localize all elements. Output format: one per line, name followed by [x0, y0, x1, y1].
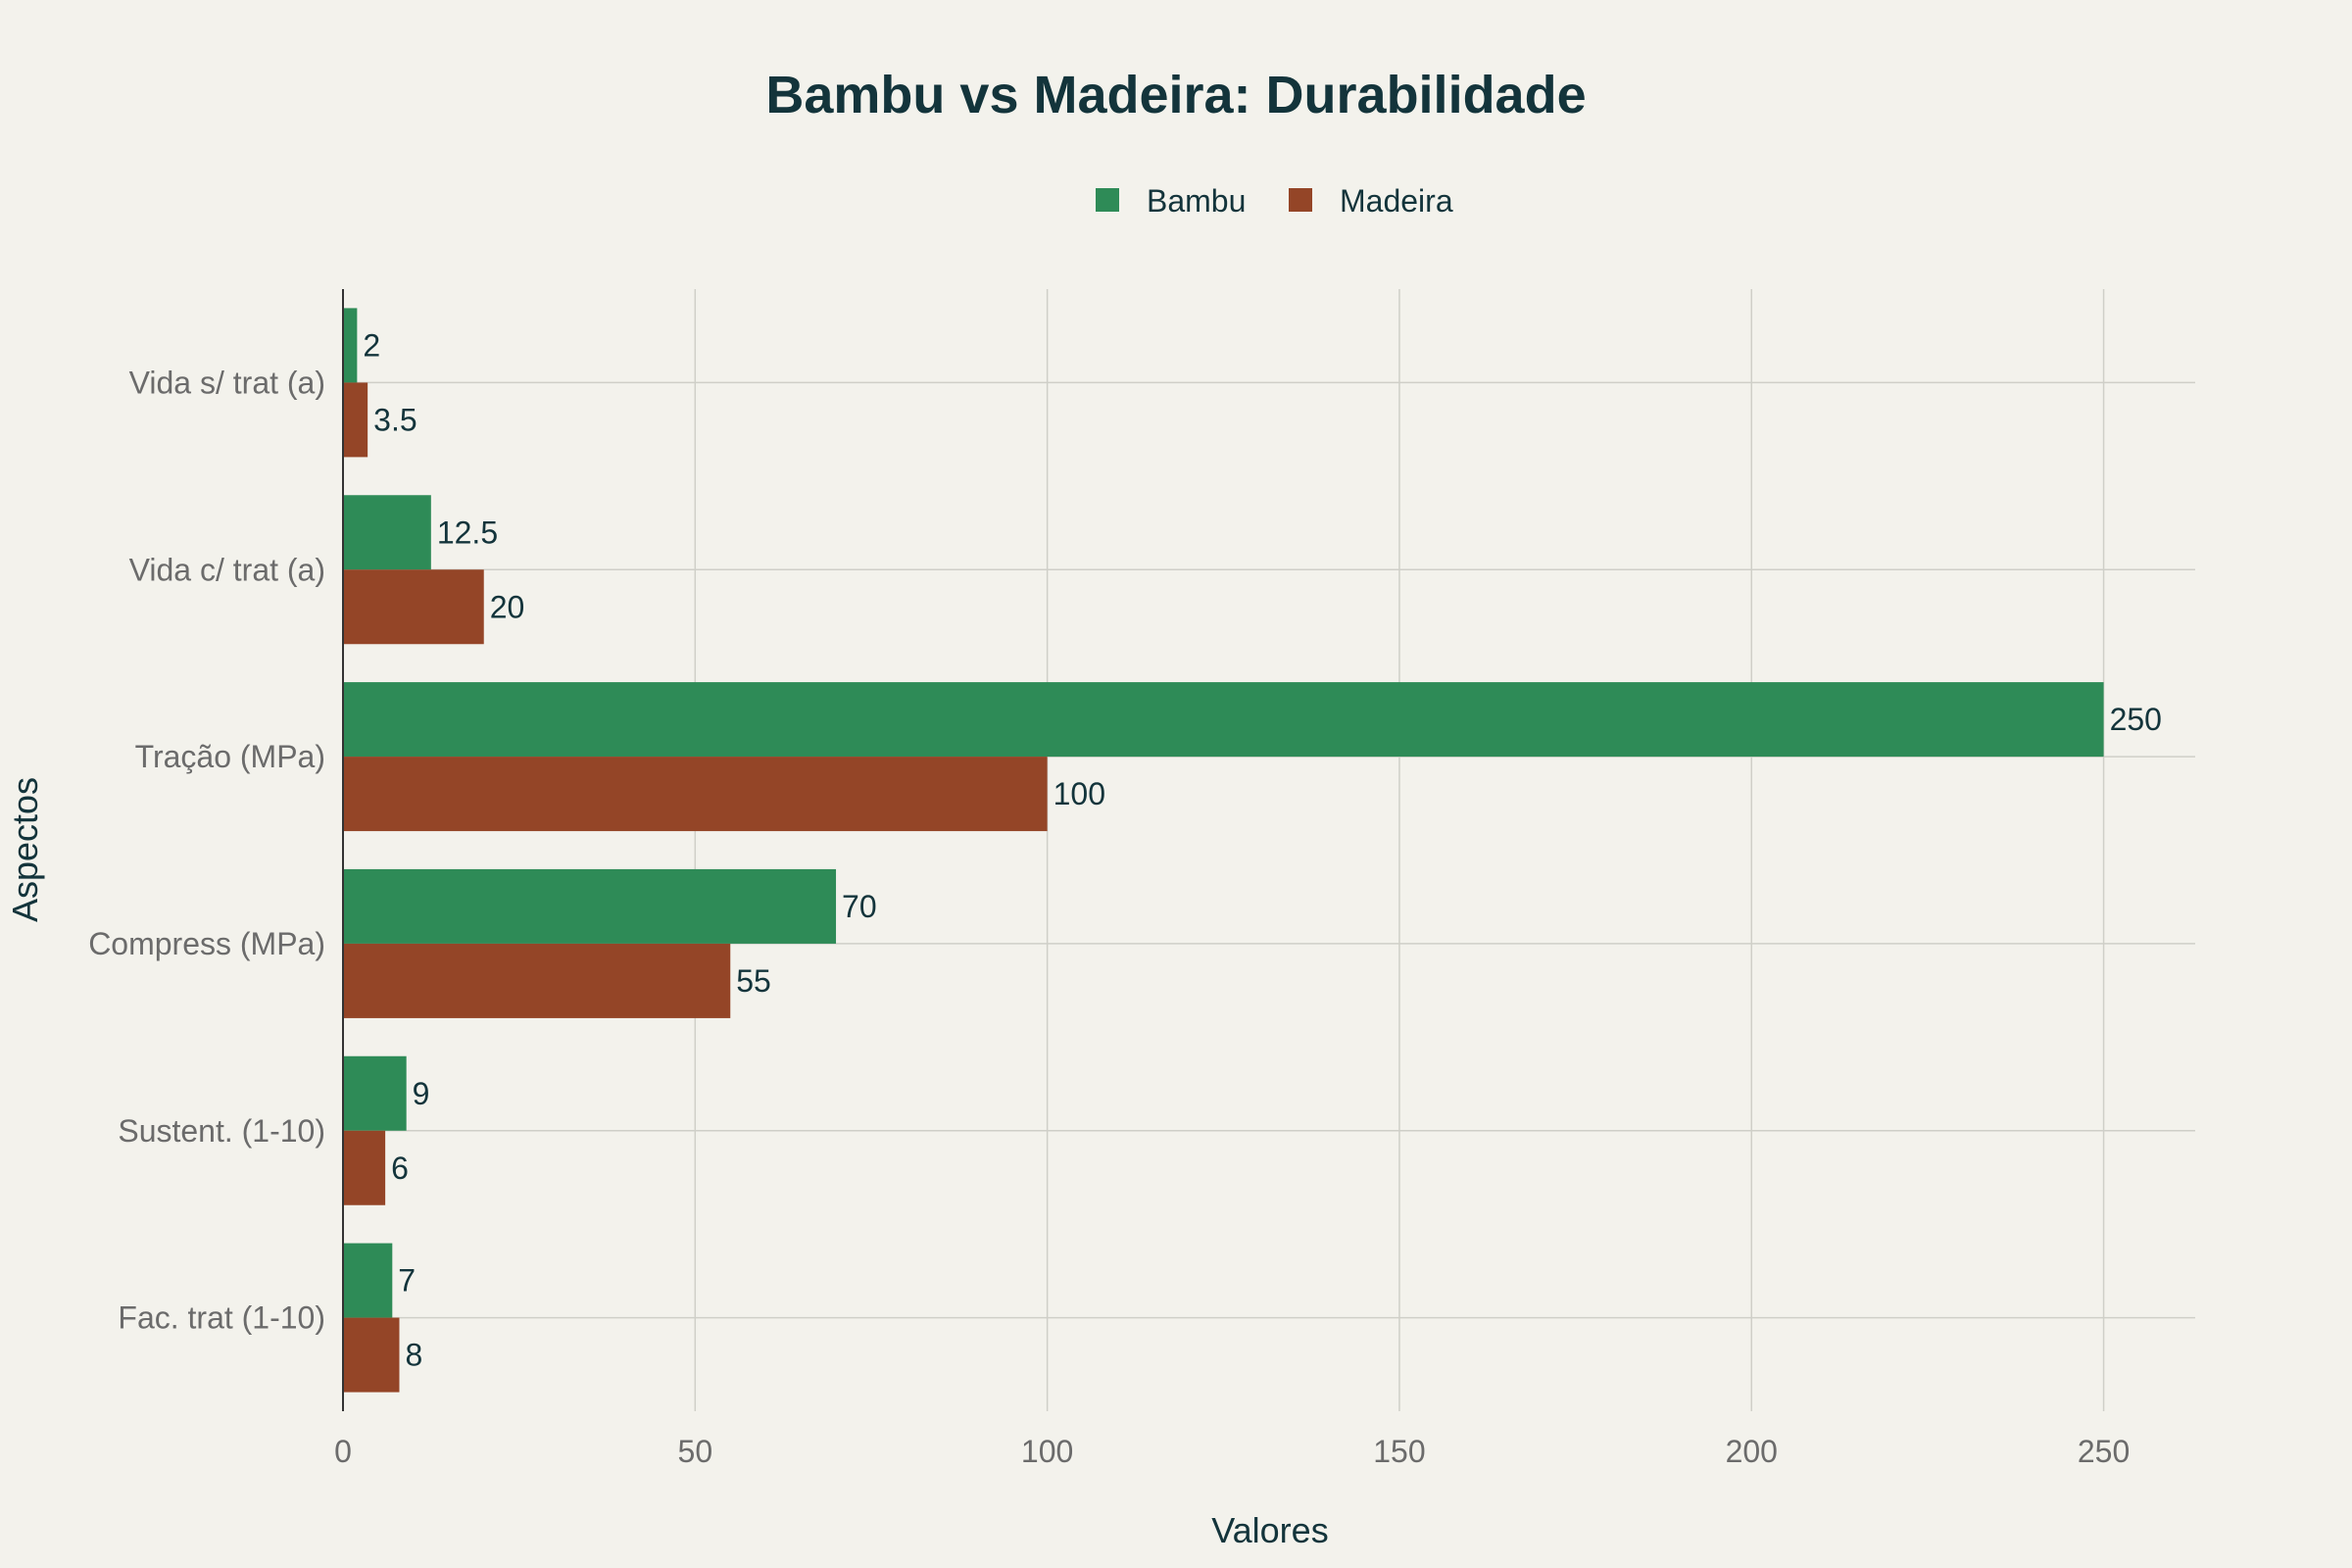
bars [343, 308, 2104, 1393]
bar-labels: 2 3.5 12.5 20 250 100 70 55 9 6 7 8 [363, 327, 2162, 1372]
bar-madeira [343, 943, 731, 1018]
x-tick-label: 0 [334, 1434, 352, 1469]
x-tick-label: 150 [1373, 1434, 1425, 1469]
y-tick-label: Compress (MPa) [88, 926, 325, 961]
legend-label-bambu: Bambu [1147, 183, 1246, 219]
bar-value-label: 12.5 [437, 514, 498, 550]
legend-swatch-madeira [1289, 188, 1312, 212]
bar-value-label: 2 [363, 327, 380, 363]
legend-label-madeira: Madeira [1340, 183, 1453, 219]
bar-value-label: 20 [490, 589, 525, 624]
y-tick-label: Vida c/ trat (a) [129, 552, 325, 587]
y-axis-title: Aspectos [5, 777, 45, 922]
x-axis-ticks: 0 50 100 150 200 250 [334, 1434, 2130, 1469]
y-axis-ticks: Vida s/ trat (a) Vida c/ trat (a) Tração (… [88, 365, 325, 1335]
bar-bambu [343, 1055, 407, 1131]
legend: Bambu Madeira [1096, 183, 1453, 219]
bar-madeira [343, 757, 1048, 832]
bar-bambu [343, 1243, 393, 1318]
bar-value-label: 3.5 [373, 402, 416, 437]
x-tick-label: 100 [1021, 1434, 1073, 1469]
x-tick-label: 200 [1726, 1434, 1778, 1469]
gridlines [343, 289, 2195, 1411]
x-axis-title: Valores [1211, 1510, 1328, 1550]
bar-value-label: 7 [398, 1263, 416, 1298]
bar-bambu [343, 868, 837, 944]
bar-value-label: 55 [736, 963, 771, 999]
bar-madeira [343, 569, 484, 645]
bar-madeira [343, 1317, 400, 1393]
bar-value-label: 6 [391, 1151, 409, 1186]
bar-value-label: 100 [1054, 776, 1105, 811]
bar-madeira [343, 382, 368, 458]
bar-madeira [343, 1130, 386, 1205]
bar-value-label: 70 [842, 889, 877, 924]
x-tick-label: 250 [2078, 1434, 2130, 1469]
bar-value-label: 9 [413, 1076, 430, 1111]
bar-bambu [343, 682, 2104, 758]
y-tick-label: Fac. trat (1-10) [118, 1300, 325, 1336]
y-tick-label: Vida s/ trat (a) [129, 365, 325, 400]
bar-value-label: 8 [405, 1338, 422, 1373]
bar-bambu [343, 495, 431, 570]
bar-value-label: 250 [2110, 702, 2162, 737]
legend-swatch-bambu [1096, 188, 1119, 212]
y-tick-label: Tração (MPa) [135, 739, 325, 774]
x-tick-label: 50 [678, 1434, 713, 1469]
chart-title: Bambu vs Madeira: Durabilidade [765, 66, 1586, 124]
y-tick-label: Sustent. (1-10) [118, 1113, 325, 1149]
bar-bambu [343, 308, 358, 383]
